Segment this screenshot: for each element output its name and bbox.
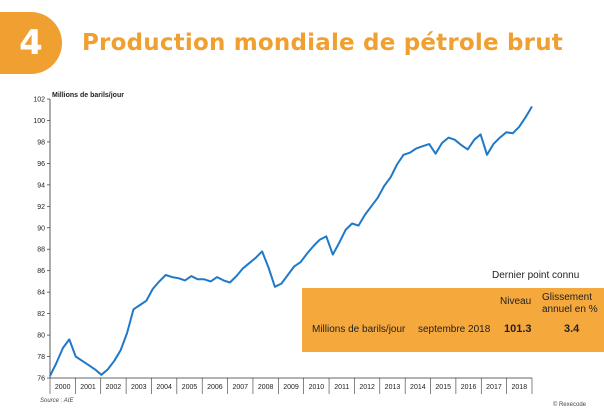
x-tick-label: 2015 bbox=[435, 384, 451, 391]
row-level-value: 101.3 bbox=[504, 323, 532, 335]
last-point-heading: Dernier point connu bbox=[492, 270, 580, 281]
x-tick-label: 2003 bbox=[131, 384, 147, 391]
x-tick-label: 2008 bbox=[258, 384, 274, 391]
y-tick-label: 98 bbox=[37, 139, 45, 146]
y-tick-label: 84 bbox=[37, 290, 45, 297]
y-axis-ticks: 76 78 80 82 84 86 88 90 92 94 96 98 100 102 bbox=[33, 97, 50, 383]
y-tick-label: 92 bbox=[37, 204, 45, 211]
x-tick-label: 2017 bbox=[486, 384, 502, 391]
y-tick-label: 100 bbox=[33, 118, 45, 125]
chart-axes bbox=[49, 99, 532, 379]
x-tick-label: 2000 bbox=[55, 384, 71, 391]
series-group bbox=[49, 105, 533, 377]
row-change-value: 3.4 bbox=[564, 323, 580, 335]
x-tick-label: 2002 bbox=[106, 384, 122, 391]
y-tick-label: 88 bbox=[37, 247, 45, 254]
row-label: Millions de barils/jour bbox=[312, 324, 406, 335]
last-point-box: Niveau Glissement annuel en % Millions d… bbox=[302, 288, 604, 352]
series-line-oil-production bbox=[49, 105, 533, 377]
y-tick-label: 90 bbox=[37, 225, 45, 232]
y-tick-label: 80 bbox=[37, 333, 45, 340]
x-tick-label: 2014 bbox=[410, 384, 426, 391]
y-tick-label: 82 bbox=[37, 311, 45, 318]
x-tick-label: 2001 bbox=[80, 384, 96, 391]
x-tick-label: 2012 bbox=[359, 384, 375, 391]
x-tick-label: 2011 bbox=[334, 384, 349, 391]
source-note: Source : AIE bbox=[40, 398, 74, 404]
y-tick-label: 76 bbox=[37, 376, 45, 383]
y-tick-label: 94 bbox=[37, 182, 45, 189]
x-tick-label: 2004 bbox=[156, 384, 172, 391]
section-number: 4 bbox=[19, 23, 43, 63]
y-tick-label: 102 bbox=[33, 97, 45, 104]
chart-title: Production mondiale de pétrole brut bbox=[82, 30, 563, 56]
x-tick-label: 2007 bbox=[232, 384, 248, 391]
x-tick-label: 2018 bbox=[512, 384, 528, 391]
x-tick-label: 2010 bbox=[309, 384, 325, 391]
copyright-note: © Rexecode bbox=[552, 402, 586, 408]
y-axis-label: Millions de barils/jour bbox=[52, 92, 124, 99]
y-tick-label: 86 bbox=[37, 268, 45, 275]
x-tick-label: 2009 bbox=[283, 384, 299, 391]
change-column-header: Glissement annuel en % bbox=[542, 292, 598, 315]
y-tick-label: 96 bbox=[37, 161, 45, 168]
x-tick-label: 2005 bbox=[182, 384, 198, 391]
section-number-badge: 4 bbox=[0, 12, 62, 74]
x-tick-label: 2016 bbox=[461, 384, 477, 391]
x-tick-label: 2013 bbox=[385, 384, 401, 391]
y-tick-label: 78 bbox=[37, 354, 45, 361]
x-tick-label: 2006 bbox=[207, 384, 223, 391]
row-date: septembre 2018 bbox=[418, 324, 491, 335]
x-axis-ticks: 2000 2001 2002 2003 2004 2005 2006 2007 2008 2009… bbox=[49, 378, 533, 394]
level-column-header: Niveau bbox=[500, 296, 532, 307]
